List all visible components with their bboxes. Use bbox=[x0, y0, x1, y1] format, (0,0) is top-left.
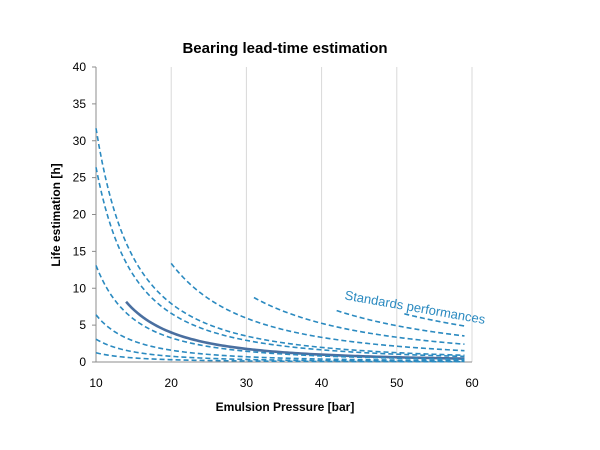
x-tick-label-30: 30 bbox=[240, 376, 254, 390]
x-tick-label-10: 10 bbox=[89, 376, 103, 390]
dashed-curve-1 bbox=[95, 352, 465, 363]
axes bbox=[95, 67, 472, 363]
y-tick-label-40: 40 bbox=[73, 60, 87, 74]
dashed-curve-2 bbox=[95, 338, 465, 363]
y-tick-label-20: 20 bbox=[73, 208, 87, 222]
dashed-curve-9 bbox=[336, 309, 465, 337]
x-tick-label-20: 20 bbox=[165, 376, 179, 390]
y-tick-label-15: 15 bbox=[73, 244, 87, 258]
y-axis-label: Life estimation [h] bbox=[49, 163, 63, 266]
y-tick-label-25: 25 bbox=[73, 171, 87, 185]
chart-title: Bearing lead-time estimation bbox=[182, 40, 387, 57]
y-tick-label-5: 5 bbox=[79, 318, 86, 332]
x-tick-label-40: 40 bbox=[315, 376, 329, 390]
y-tick-labels: 0 5 10 15 20 25 30 35 40 bbox=[73, 60, 96, 369]
x-tick-label-50: 50 bbox=[390, 376, 404, 390]
dashed-curve-3 bbox=[95, 314, 465, 362]
dashed-curve-5 bbox=[95, 167, 465, 358]
y-tick-label-35: 35 bbox=[73, 97, 87, 111]
dashed-curve-10 bbox=[404, 313, 465, 327]
grid bbox=[95, 67, 473, 362]
dashed-curve-7 bbox=[170, 262, 465, 352]
x-axis-label: Emulsion Pressure [bar] bbox=[216, 400, 355, 414]
y-tick-label-30: 30 bbox=[73, 134, 87, 148]
x-tick-label-60: 60 bbox=[465, 376, 479, 390]
dashed-curve-4 bbox=[95, 265, 465, 361]
dashed-curve-6 bbox=[95, 128, 465, 357]
y-tick-label-0: 0 bbox=[79, 355, 86, 369]
x-tick-labels: 10 20 30 40 50 60 bbox=[89, 376, 479, 390]
series-lines bbox=[95, 128, 465, 363]
standard-curve bbox=[125, 300, 465, 360]
standards-performances-annotation: Standards performances bbox=[344, 287, 487, 327]
y-tick-label-10: 10 bbox=[73, 281, 87, 295]
